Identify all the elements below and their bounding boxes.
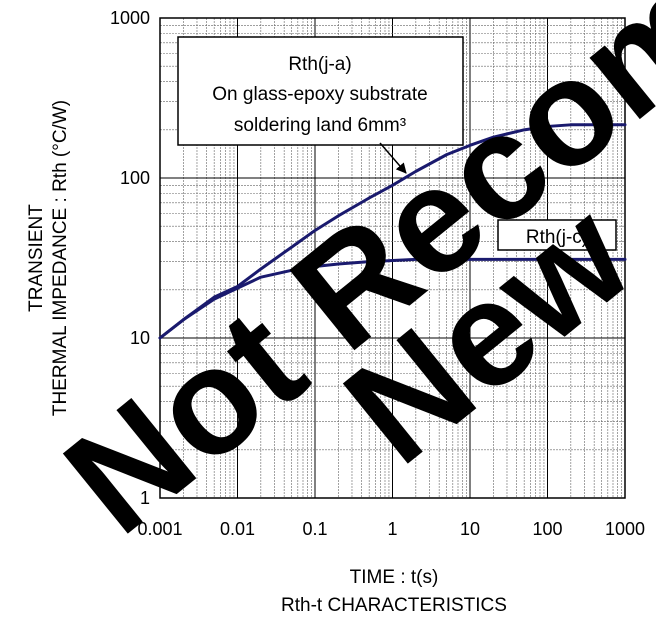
annotation-box-rth-ja [177, 36, 464, 146]
annotation-text-substrate: On glass-epoxy substrate [212, 84, 427, 105]
y-tick-label: 10 [130, 328, 150, 348]
x-axis-label: TIME : t(s) [350, 567, 439, 588]
series-line-rth-j-a [158, 123, 627, 340]
x-tick-label: 1000 [605, 519, 645, 539]
y-axis-label-line2: THERMAL IMPEDANCE : Rth (°C/W) [50, 100, 71, 416]
y-tick-label: 1000 [110, 8, 150, 28]
annotations: Rth(j-a) On glass-epoxy substrate solderin… [177, 36, 617, 251]
y-axis-label-line1: TRANSIENT [26, 204, 47, 312]
x-tick-label: 0.01 [220, 519, 255, 539]
y-tick-labels: 1 10 100 1000 [110, 8, 150, 508]
annotation-text-rth-ja: Rth(j-a) [288, 54, 351, 75]
annotation-arrow-rth-ja [379, 142, 407, 174]
y-tick-label: 100 [120, 168, 150, 188]
annotation-text-rth-jc: Rth(j-c) [526, 227, 588, 248]
x-tick-label: 10 [460, 519, 480, 539]
series-lines [158, 123, 627, 340]
x-tick-label: 0.001 [137, 519, 182, 539]
x-tick-labels: 0.001 0.01 0.1 1 10 100 1000 [137, 519, 645, 539]
x-tick-label: 1 [387, 519, 397, 539]
chart-subtitle: Rth-t CHARACTERISTICS [281, 595, 507, 616]
annotation-box-rth-jc [497, 219, 617, 251]
series-line-rth-j-c [158, 257, 627, 340]
y-tick-label: 1 [140, 488, 150, 508]
annotation-text-land: soldering land 6mm³ [234, 115, 406, 136]
x-tick-label: 0.1 [302, 519, 327, 539]
x-tick-label: 100 [532, 519, 562, 539]
